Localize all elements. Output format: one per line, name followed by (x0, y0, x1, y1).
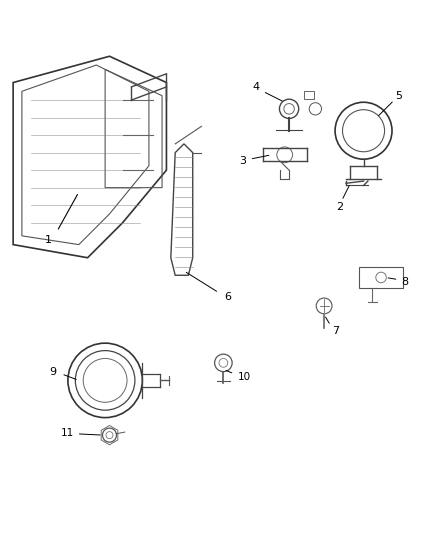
Text: 4: 4 (253, 82, 260, 92)
Text: 1: 1 (45, 235, 52, 245)
Text: 2: 2 (336, 203, 343, 212)
Text: 7: 7 (332, 326, 339, 336)
Text: 6: 6 (224, 292, 231, 302)
Text: 10: 10 (238, 372, 251, 382)
Text: 9: 9 (49, 367, 56, 377)
Text: 3: 3 (240, 156, 247, 166)
Text: 11: 11 (61, 428, 74, 438)
Text: 5: 5 (395, 91, 402, 101)
Text: 8: 8 (402, 277, 409, 287)
